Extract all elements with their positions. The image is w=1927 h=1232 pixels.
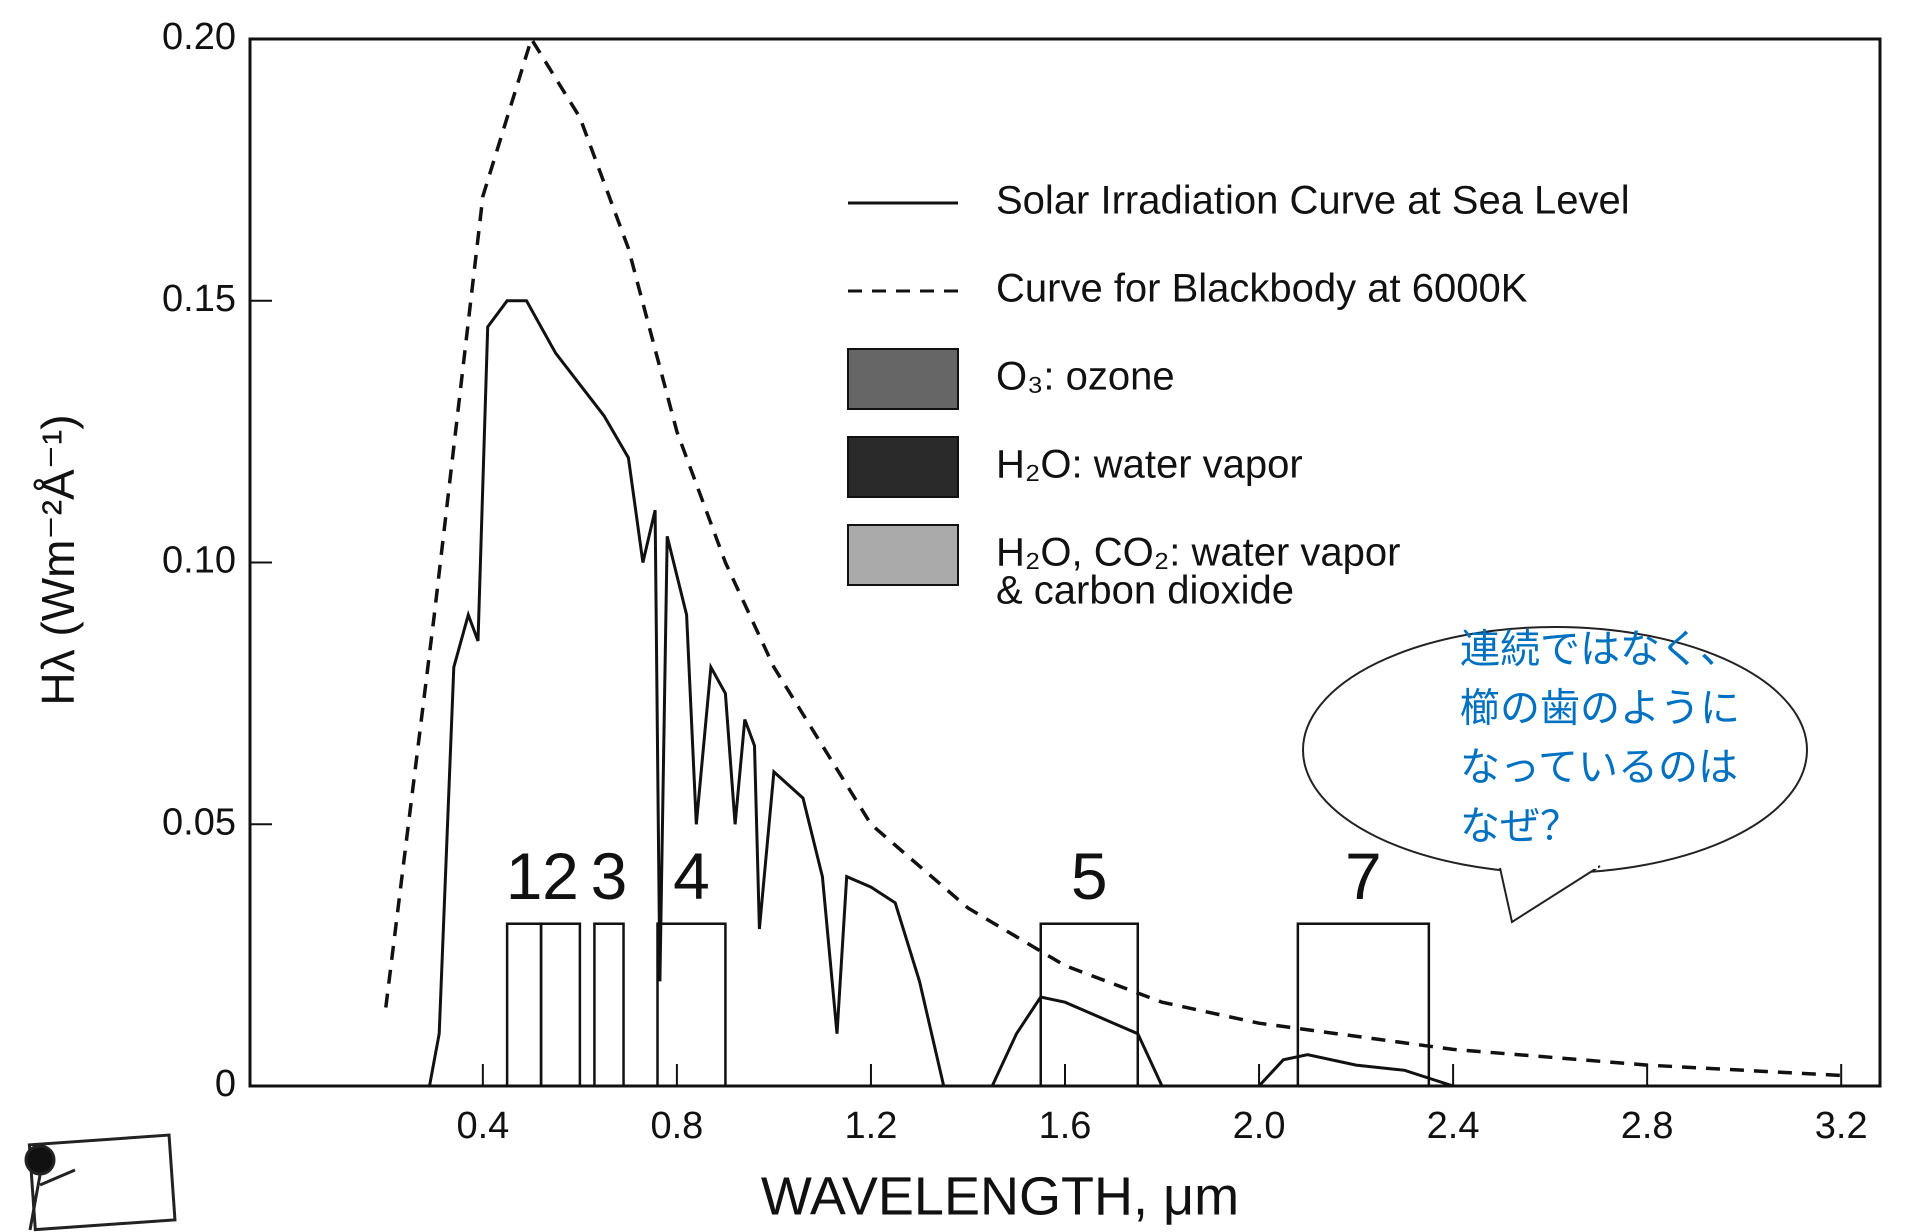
legend-swatch bbox=[847, 348, 959, 410]
callout-text: なっているのは bbox=[1460, 746, 1738, 790]
band-label: 4 bbox=[673, 839, 710, 913]
x-axis-label: WAVELENGTH, μm bbox=[761, 1166, 1239, 1226]
x-tick-label: 3.2 bbox=[1815, 1105, 1868, 1147]
band-label: 2 bbox=[542, 839, 579, 913]
icon bbox=[24, 1133, 177, 1232]
callout-tail bbox=[1499, 865, 1601, 924]
x-tick-label: 2.4 bbox=[1427, 1105, 1480, 1147]
legend-label: O₃: ozone bbox=[996, 355, 1175, 399]
band bbox=[539, 922, 582, 1088]
x-tick-label: 0.4 bbox=[456, 1105, 509, 1147]
x-tick-label: 1.2 bbox=[845, 1105, 898, 1147]
band bbox=[1039, 922, 1140, 1088]
band-label: 7 bbox=[1345, 839, 1382, 913]
y-tick-label: 0.15 bbox=[162, 278, 236, 320]
x-tick-label: 1.6 bbox=[1039, 1105, 1092, 1147]
legend-swatch bbox=[847, 436, 959, 498]
y-tick-label: 0.05 bbox=[162, 801, 236, 843]
callout-text: なぜ？ bbox=[1460, 805, 1580, 849]
band-label: 5 bbox=[1071, 839, 1108, 913]
callout-text: 連続ではなく、 bbox=[1460, 628, 1740, 672]
y-tick-label: 0.10 bbox=[162, 540, 236, 582]
legend-swatch bbox=[847, 524, 959, 586]
blackbody-line bbox=[384, 34, 1842, 1078]
x-tick-label: 0.8 bbox=[650, 1105, 703, 1147]
x-tick-label: 2.0 bbox=[1233, 1105, 1286, 1147]
legend-label: & carbon dioxide bbox=[996, 569, 1294, 613]
y-axis-label: Hλ (Wm⁻²Å⁻¹) bbox=[32, 414, 84, 705]
band bbox=[593, 922, 625, 1088]
band bbox=[1296, 922, 1431, 1088]
callout-tail-join bbox=[1502, 855, 1598, 869]
legend-label: H₂O, CO₂: water vapor bbox=[996, 531, 1401, 575]
y-tick-label: 0 bbox=[215, 1063, 236, 1105]
band-label: 3 bbox=[591, 839, 628, 913]
legend-label: Solar Irradiation Curve at Sea Level bbox=[996, 179, 1630, 223]
band bbox=[656, 922, 727, 1088]
band-label: 1 bbox=[506, 839, 543, 913]
y-tick-label: 0.20 bbox=[162, 16, 236, 58]
legend-label: H₂O: water vapor bbox=[996, 443, 1303, 487]
solar-line bbox=[428, 299, 1454, 1088]
band bbox=[505, 922, 543, 1088]
x-tick-label: 2.8 bbox=[1621, 1105, 1674, 1147]
callout-text: 櫛の歯のように bbox=[1460, 687, 1740, 731]
legend-label: Curve for Blackbody at 6000K bbox=[996, 267, 1528, 311]
